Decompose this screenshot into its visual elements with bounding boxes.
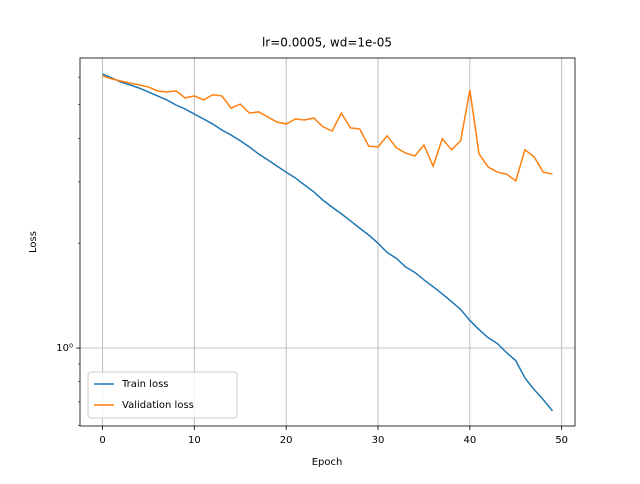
line-series: [102, 75, 553, 183]
chart-title: lr=0.0005, wd=1e-05: [262, 36, 392, 50]
legend-box: [87, 371, 238, 419]
x-axis-label: Epoch: [312, 457, 343, 468]
x-tick-label: 50: [555, 435, 568, 446]
legend-label: Validation loss: [122, 400, 194, 411]
y-tick-label: 10⁰: [56, 343, 73, 354]
line-series: [102, 73, 554, 412]
x-tick-label: 40: [463, 435, 476, 446]
x-tick-label: 10: [188, 435, 201, 446]
y-axis-label: Loss: [28, 231, 39, 253]
legend-label: Train loss: [121, 379, 169, 390]
x-tick-label: 30: [372, 435, 385, 446]
x-tick-label: 0: [99, 435, 105, 446]
x-tick-label: 20: [280, 435, 293, 446]
plot-frame: [79, 57, 576, 427]
